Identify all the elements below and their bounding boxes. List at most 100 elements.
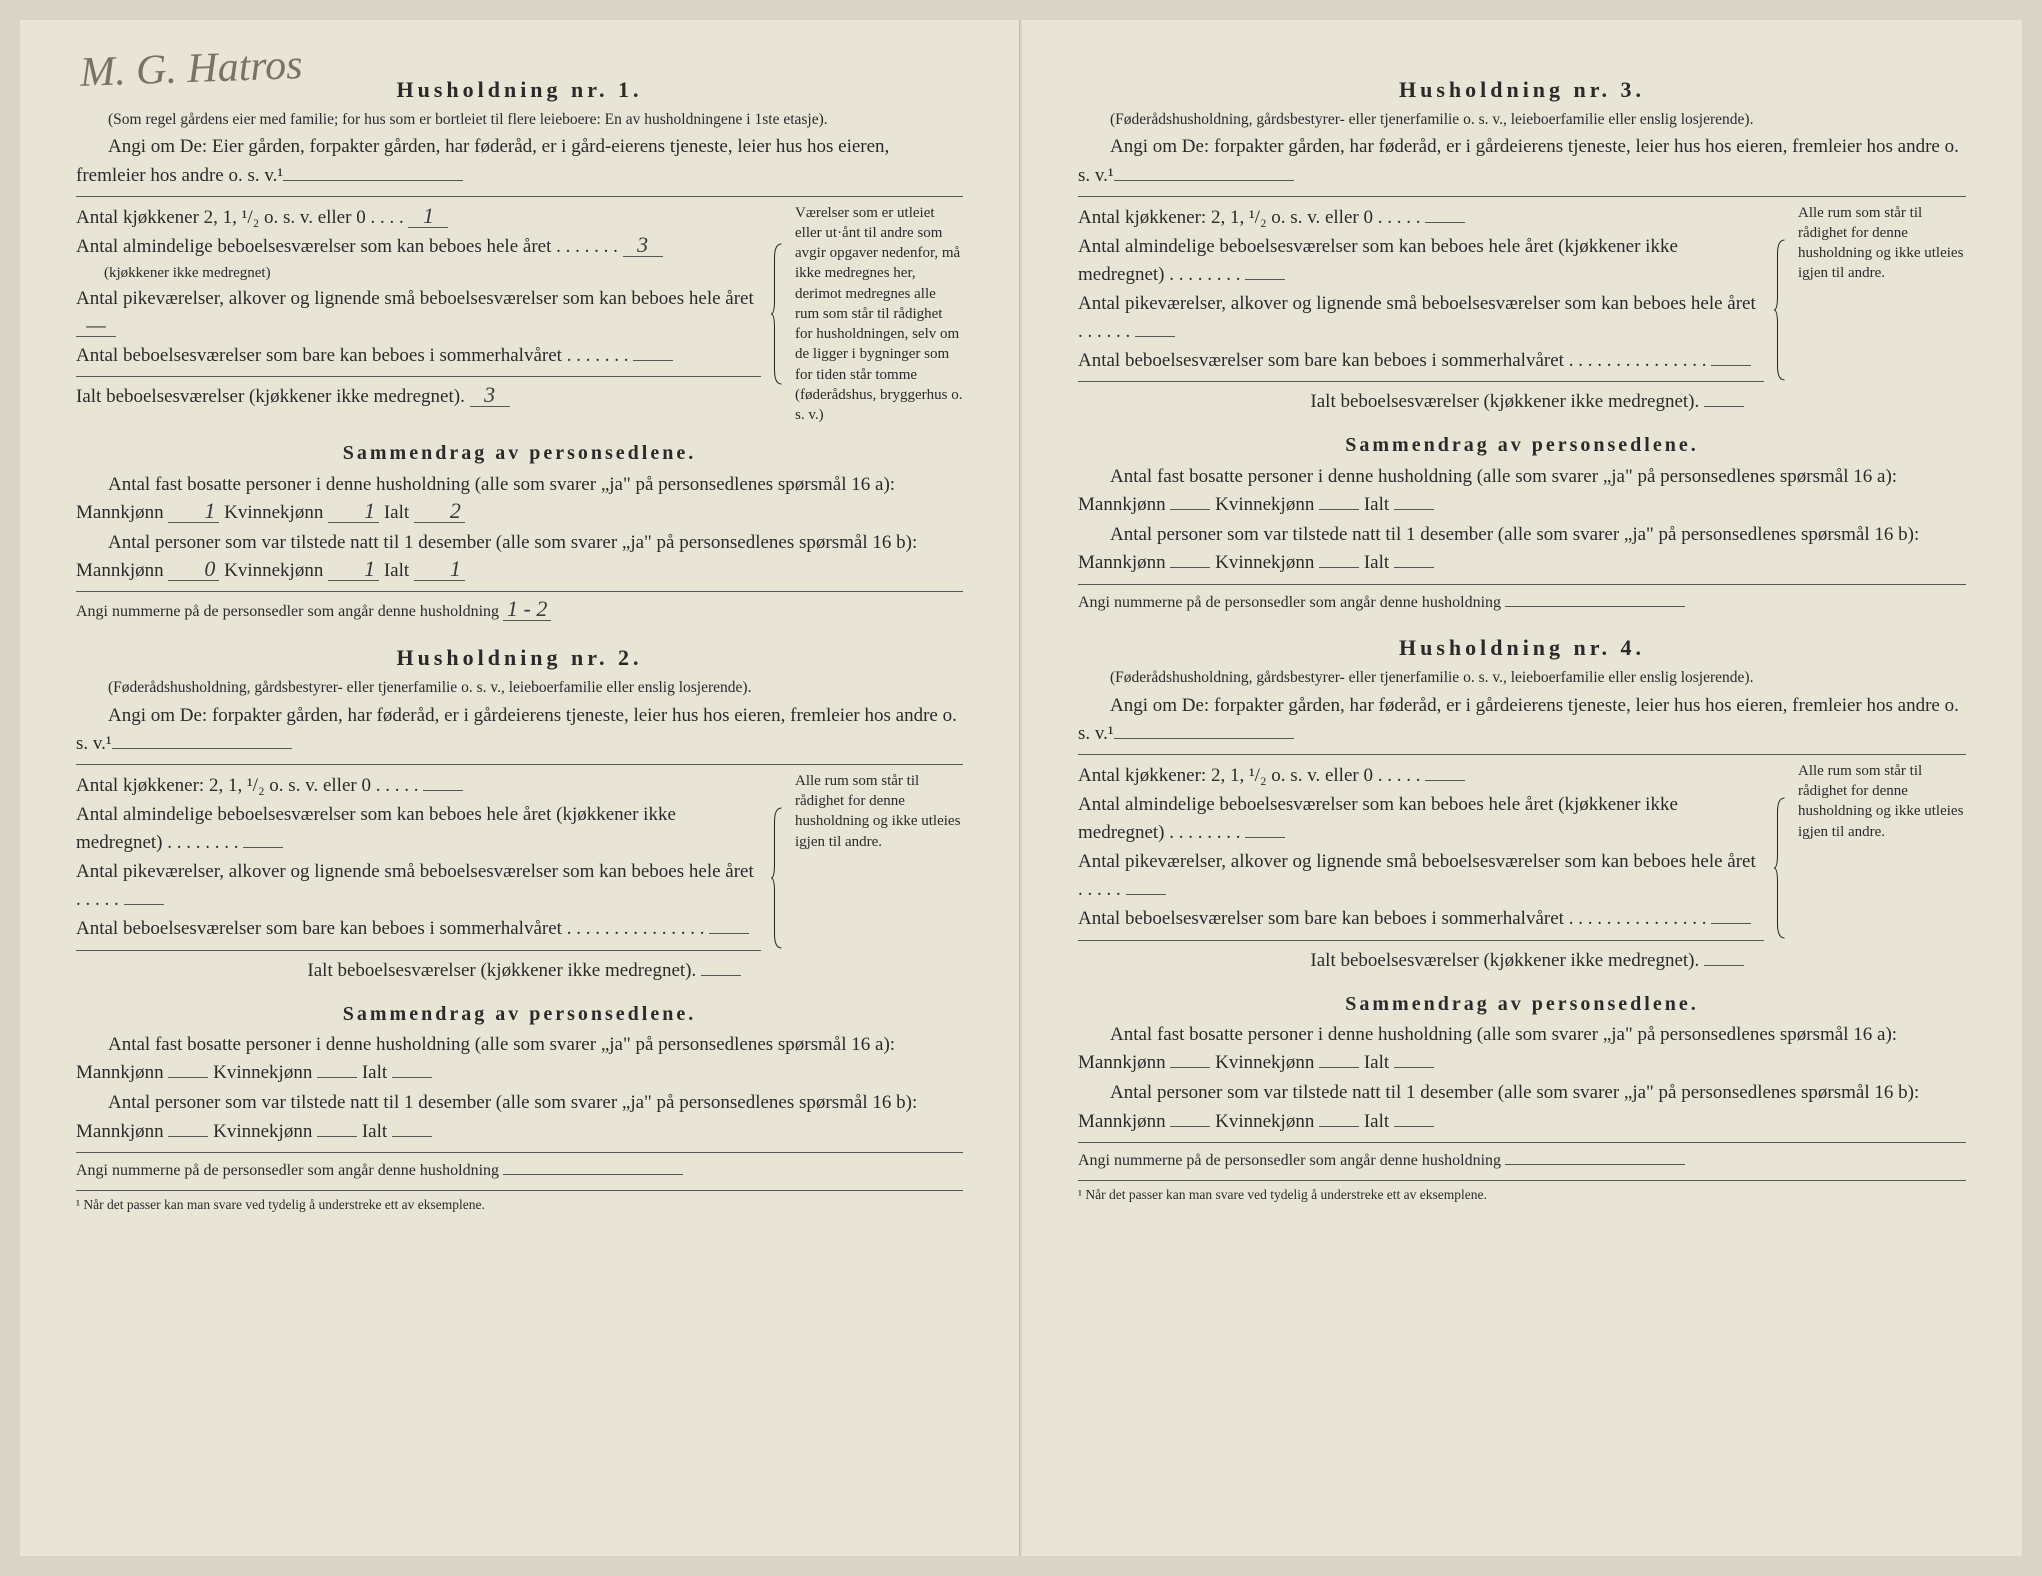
pike-label-2: Antal pikeværelser, alkover og lignende …: [76, 861, 754, 882]
fast-m-4: [1170, 1067, 1210, 1068]
nummerne-val-2: [503, 1174, 683, 1175]
ialt-label-2: Ialt beboelsesværelser (kjøkkener ikke m…: [307, 960, 696, 981]
alm-label-3: Antal almindelige beboelsesværelser som …: [1078, 236, 1678, 285]
til-m-3: [1170, 567, 1210, 568]
angi-blank-2: [112, 748, 292, 749]
household-3-angi: Angi om De: forpakter gården, har føderå…: [1078, 133, 1966, 189]
ialt-value-4: [1704, 965, 1744, 966]
household-1-entries: Antal kjøkkener 2, 1, ¹/₂ o. s. v. eller…: [76, 203, 761, 426]
alm-value-1: 3: [623, 234, 663, 257]
footnote-left: ¹ Når det passer kan man svare ved tydel…: [76, 1190, 963, 1215]
til-m-1: 0: [168, 558, 219, 581]
fast-ialt-1: 2: [414, 500, 465, 523]
brace-1: [771, 203, 785, 426]
rule: [76, 764, 963, 765]
fast-k-4: [1319, 1067, 1359, 1068]
fast-ialt-3: [1394, 509, 1434, 510]
rule: [76, 376, 761, 377]
ialt-value-1: 3: [470, 384, 510, 407]
footnote-right: ¹ Når det passer kan man svare ved tydel…: [1078, 1180, 1966, 1205]
til-m-4: [1170, 1126, 1210, 1127]
tilstede-4: Antal personer som var tilstede natt til…: [1078, 1079, 1966, 1135]
alm-value-4: [1245, 837, 1285, 838]
rule: [1078, 754, 1966, 755]
som-label-4: Antal beboelsesværelser som bare kan beb…: [1078, 908, 1564, 929]
som-value-3: [1711, 365, 1751, 366]
til-ialt-1: 1: [414, 558, 465, 581]
summary-title-2: Sammendrag av personsedlene.: [76, 1000, 963, 1030]
pike-value-1: —: [76, 314, 116, 337]
summary-title-1: Sammendrag av personsedlene.: [76, 439, 963, 469]
household-4-title: Husholdning nr. 4.: [1078, 632, 1966, 665]
rule: [76, 950, 761, 951]
household-1-angi: Angi om De: Eier gården, forpakter gårde…: [76, 133, 963, 189]
fast-1: Antal fast bosatte personer i denne hush…: [76, 471, 963, 527]
kj-value-1: 1: [408, 205, 448, 228]
pike-value-2: [124, 904, 164, 905]
household-1-rows: Antal kjøkkener 2, 1, ¹/₂ o. s. v. eller…: [76, 203, 963, 426]
angi-blank-3: [1114, 180, 1294, 181]
alm-label-4: Antal almindelige beboelsesværelser som …: [1078, 794, 1678, 843]
tilstede-3: Antal personer som var tilstede natt til…: [1078, 521, 1966, 577]
summary-title-3: Sammendrag av personsedlene.: [1078, 431, 1966, 461]
fast-k-3: [1319, 509, 1359, 510]
side-note-3: Alle rum som står til rådighet for denne…: [1798, 203, 1966, 418]
household-1-note: (Som regel gårdens eier med familie; for…: [76, 109, 963, 132]
household-2-angi: Angi om De: forpakter gården, har føderå…: [76, 702, 963, 758]
pike-label-4: Antal pikeværelser, alkover og lignende …: [1078, 851, 1756, 872]
rule: [76, 196, 963, 197]
til-m-2: [168, 1136, 208, 1137]
ialt-label-4: Ialt beboelsesværelser (kjøkkener ikke m…: [1310, 950, 1699, 971]
ialt-value-3: [1704, 406, 1744, 407]
summary-title-4: Sammendrag av personsedlene.: [1078, 990, 1966, 1020]
rule: [1078, 940, 1764, 941]
page-right: Husholdning nr. 3. (Føderådshusholdning,…: [1022, 20, 2022, 1556]
household-2-title: Husholdning nr. 2.: [76, 642, 963, 675]
som-label-2: Antal beboelsesværelser som bare kan beb…: [76, 918, 562, 939]
document-spread: M. G. Hatros Husholdning nr. 1. (Som reg…: [20, 20, 2022, 1556]
side-note-1: Værelser som er utleiet eller ut·ånt til…: [795, 203, 963, 426]
til-ialt-2: [392, 1136, 432, 1137]
angi-blank-4: [1114, 738, 1294, 739]
pike-value-4: [1126, 894, 1166, 895]
rule: [1078, 381, 1764, 382]
page-left: M. G. Hatros Husholdning nr. 1. (Som reg…: [20, 20, 1020, 1556]
rule: [1078, 584, 1966, 585]
til-k-1: 1: [328, 558, 379, 581]
nummerne-1: Angi nummerne på de personsedler som ang…: [76, 603, 499, 620]
som-value-1: [633, 360, 673, 361]
som-label-1: Antal beboelsesværelser som bare kan beb…: [76, 345, 562, 366]
household-2-rows: Antal kjøkkener: 2, 1, ¹/₂ o. s. v. elle…: [76, 771, 963, 986]
alm-sub-1: (kjøkkener ikke medregnet): [104, 265, 271, 281]
rule: [1078, 196, 1966, 197]
alm-value-2: [243, 847, 283, 848]
pike-label-1: Antal pikeværelser, alkover og lignende …: [76, 288, 754, 309]
til-k-2: [317, 1136, 357, 1137]
side-note-2: Alle rum som står til rådighet for denne…: [795, 771, 963, 986]
til-ialt-3: [1394, 567, 1434, 568]
household-2-note: (Føderådshusholdning, gårdsbestyrer- ell…: [76, 677, 963, 700]
pike-label-3: Antal pikeværelser, alkover og lignende …: [1078, 293, 1756, 314]
kj-label-3: Antal kjøkkener: 2, 1, ¹/₂ o. s. v. elle…: [1078, 207, 1373, 228]
rule: [76, 1152, 963, 1153]
fast-ialt-2: [392, 1077, 432, 1078]
handwritten-signature: M. G. Hatros: [79, 34, 303, 104]
til-k-4: [1319, 1126, 1359, 1127]
nummerne-val-1: 1 - 2: [503, 598, 551, 621]
nummerne-val-3: [1505, 606, 1685, 607]
fast-k-1: 1: [328, 500, 379, 523]
kj-label-1: Antal kjøkkener 2, 1, ¹/₂ o. s. v. eller…: [76, 207, 366, 228]
nummerne-val-4: [1505, 1164, 1685, 1165]
som-value-2: [709, 933, 749, 934]
fast-4: Antal fast bosatte personer i denne hush…: [1078, 1021, 1966, 1077]
som-label-3: Antal beboelsesværelser som bare kan beb…: [1078, 350, 1564, 371]
rule: [1078, 1142, 1966, 1143]
fast-3: Antal fast bosatte personer i denne hush…: [1078, 463, 1966, 519]
fast-2: Antal fast bosatte personer i denne hush…: [76, 1031, 963, 1087]
tilstede-2: Antal personer som var tilstede natt til…: [76, 1089, 963, 1145]
alm-value-3: [1245, 279, 1285, 280]
fast-m-2: [168, 1077, 208, 1078]
household-2-entries: Antal kjøkkener: 2, 1, ¹/₂ o. s. v. elle…: [76, 771, 761, 986]
side-note-4: Alle rum som står til rådighet for denne…: [1798, 761, 1966, 976]
kj-value-3: [1425, 222, 1465, 223]
